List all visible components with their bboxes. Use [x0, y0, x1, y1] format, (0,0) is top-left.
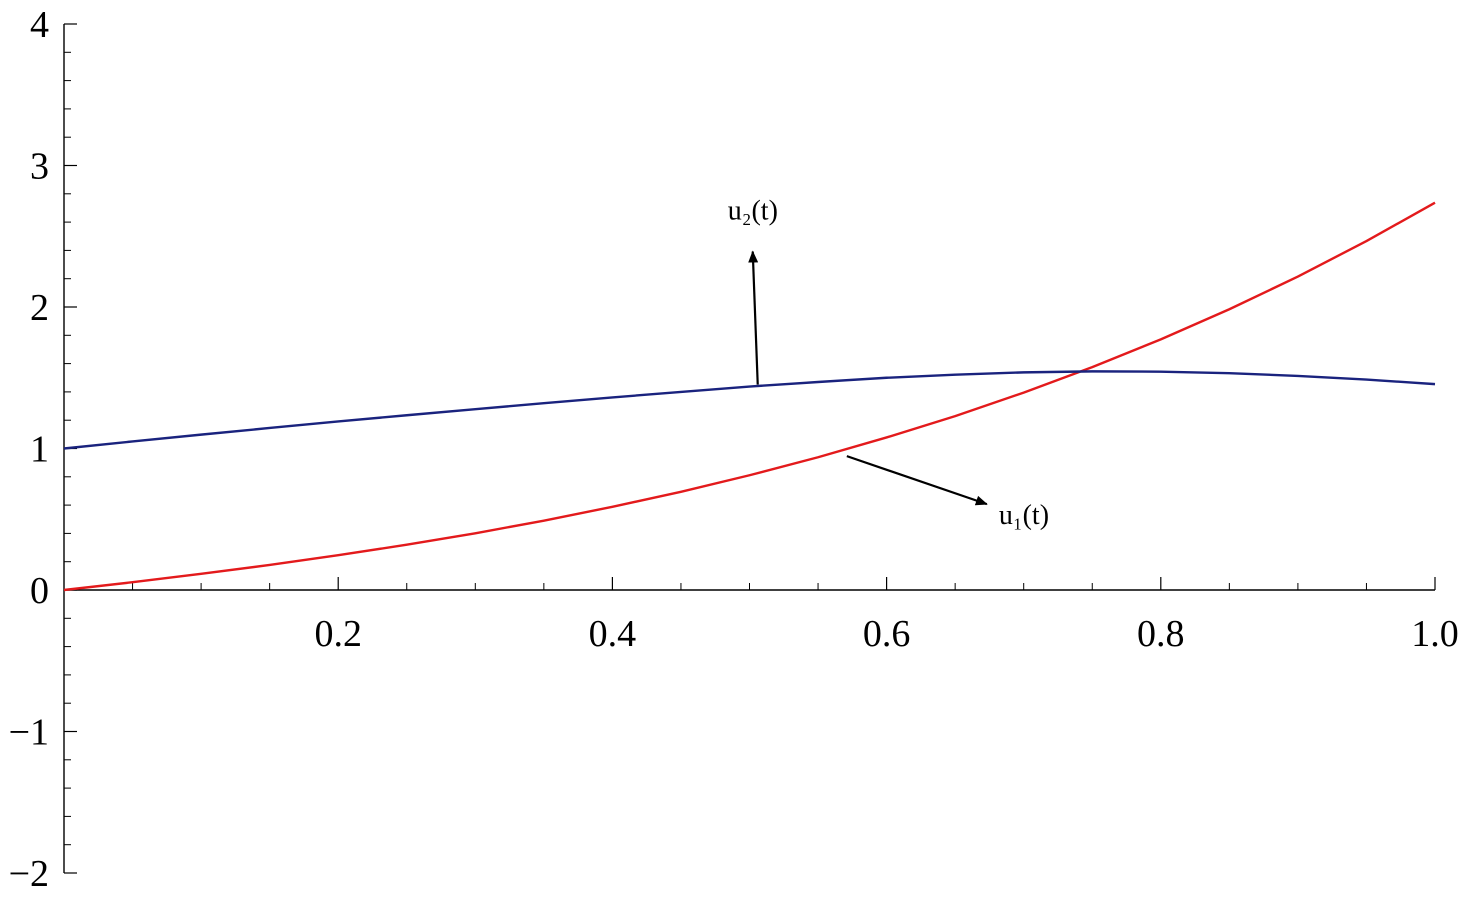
x-tick-label: 0.8	[1137, 613, 1185, 655]
y-tick-label: 2	[30, 287, 49, 329]
annotation-arrow-u1	[846, 455, 988, 506]
axes: 0.2 0.4 0.6 0.8 1.0 −2 −1 0 1 2 3 4	[9, 4, 1459, 895]
annotation-arrow-u2	[748, 250, 759, 385]
y-tick-label: −1	[9, 712, 49, 754]
y-tick-label: 1	[30, 429, 49, 471]
series-layer	[63, 201, 1436, 592]
y-tick-label: 3	[30, 146, 49, 188]
x-tick-label: 0.6	[863, 613, 911, 655]
y-tick-label: 0	[30, 570, 49, 612]
x-tick-label: 0.4	[589, 613, 637, 655]
series-line-1	[63, 201, 1436, 592]
y-tick-label: 4	[30, 4, 49, 46]
annotation-label-u1: u₁(t)	[999, 500, 1049, 531]
y-tick-label: −2	[9, 853, 49, 895]
annotation-layer: u₂(t) u₁(t)	[728, 196, 1049, 532]
x-tick-label: 1.0	[1411, 613, 1459, 655]
series-line-2	[63, 370, 1436, 450]
annotation-label-u2: u₂(t)	[728, 196, 778, 227]
x-tick-label: 0.2	[314, 613, 362, 655]
